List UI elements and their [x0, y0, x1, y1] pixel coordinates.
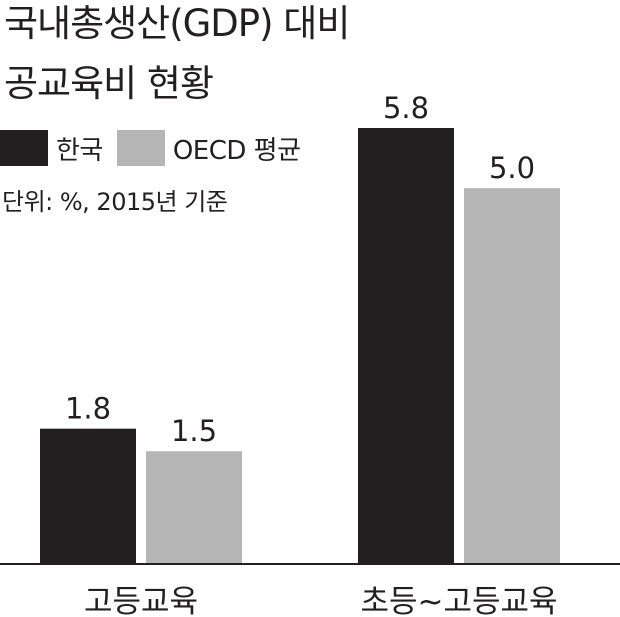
- data-label-korea-0: 1.8: [65, 392, 111, 426]
- data-label-oecd-0: 1.5: [171, 414, 217, 448]
- category-label-1: 초등~고등교육: [360, 584, 557, 617]
- bar-korea-1: [358, 128, 454, 564]
- legend: 한국 OECD 평균: [0, 128, 315, 168]
- chart-title-line-2: 공교육비 현황: [4, 62, 214, 105]
- data-label-korea-1: 5.8: [383, 91, 429, 125]
- bar-oecd-1: [464, 188, 560, 564]
- legend-label-korea: 한국: [56, 135, 103, 166]
- unit-note: 단위: %, 2015년 기준: [2, 188, 228, 216]
- legend-swatch-korea: [0, 130, 48, 166]
- data-label-oecd-1: 5.0: [489, 151, 535, 185]
- bar-oecd-0: [146, 451, 242, 564]
- category-label-0: 고등교육: [84, 584, 198, 617]
- bar-korea-0: [40, 428, 136, 564]
- chart-title-line-1: 국내총생산(GDP) 대비: [4, 2, 350, 45]
- legend-swatch-oecd: [116, 130, 165, 166]
- legend-label-oecd: OECD 평균: [172, 135, 301, 166]
